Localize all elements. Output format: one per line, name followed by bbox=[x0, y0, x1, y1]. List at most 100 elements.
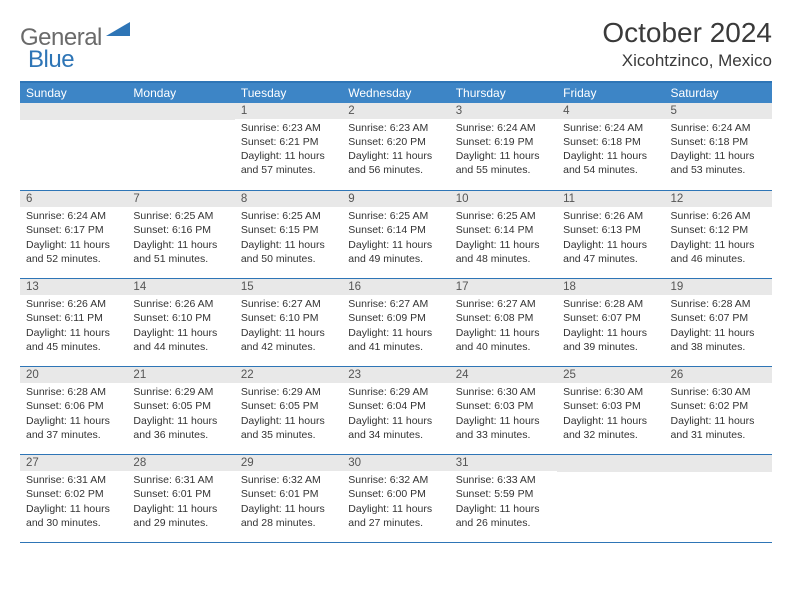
sunset-line: Sunset: 6:20 PM bbox=[348, 135, 443, 149]
sunset-line: Sunset: 6:16 PM bbox=[133, 223, 228, 237]
calendar-cell: 24Sunrise: 6:30 AMSunset: 6:03 PMDayligh… bbox=[450, 367, 557, 455]
daylight-line: Daylight: 11 hours and 33 minutes. bbox=[456, 414, 551, 442]
sunrise-line: Sunrise: 6:33 AM bbox=[456, 473, 551, 487]
day-content: Sunrise: 6:26 AMSunset: 6:10 PMDaylight:… bbox=[127, 295, 234, 358]
calendar-cell: 4Sunrise: 6:24 AMSunset: 6:18 PMDaylight… bbox=[557, 103, 664, 191]
header: General October 2024 Xicohtzinco, Mexico bbox=[20, 18, 772, 71]
sunrise-line: Sunrise: 6:24 AM bbox=[671, 121, 766, 135]
day-number: 10 bbox=[450, 191, 557, 207]
daylight-line: Daylight: 11 hours and 54 minutes. bbox=[563, 149, 658, 177]
location: Xicohtzinco, Mexico bbox=[602, 51, 772, 71]
sunrise-line: Sunrise: 6:27 AM bbox=[456, 297, 551, 311]
day-content: Sunrise: 6:32 AMSunset: 6:01 PMDaylight:… bbox=[235, 471, 342, 534]
calendar-cell: 26Sunrise: 6:30 AMSunset: 6:02 PMDayligh… bbox=[665, 367, 772, 455]
day-content: Sunrise: 6:30 AMSunset: 6:03 PMDaylight:… bbox=[557, 383, 664, 446]
daylight-line: Daylight: 11 hours and 36 minutes. bbox=[133, 414, 228, 442]
daylight-line: Daylight: 11 hours and 49 minutes. bbox=[348, 238, 443, 266]
weekday-header: Sunday bbox=[20, 82, 127, 103]
calendar-row: 20Sunrise: 6:28 AMSunset: 6:06 PMDayligh… bbox=[20, 367, 772, 455]
weekday-header: Thursday bbox=[450, 82, 557, 103]
month-title: October 2024 bbox=[602, 18, 772, 49]
logo-text-blue: Blue bbox=[28, 46, 74, 73]
calendar-cell: 25Sunrise: 6:30 AMSunset: 6:03 PMDayligh… bbox=[557, 367, 664, 455]
weekday-header: Saturday bbox=[665, 82, 772, 103]
day-content: Sunrise: 6:33 AMSunset: 5:59 PMDaylight:… bbox=[450, 471, 557, 534]
day-content: Sunrise: 6:27 AMSunset: 6:09 PMDaylight:… bbox=[342, 295, 449, 358]
sunset-line: Sunset: 6:09 PM bbox=[348, 311, 443, 325]
day-content: Sunrise: 6:24 AMSunset: 6:19 PMDaylight:… bbox=[450, 119, 557, 182]
calendar-cell: 5Sunrise: 6:24 AMSunset: 6:18 PMDaylight… bbox=[665, 103, 772, 191]
day-number: 11 bbox=[557, 191, 664, 207]
calendar-cell: 30Sunrise: 6:32 AMSunset: 6:00 PMDayligh… bbox=[342, 455, 449, 543]
logo-triangle-icon bbox=[106, 20, 132, 43]
day-number: 18 bbox=[557, 279, 664, 295]
calendar-cell: 23Sunrise: 6:29 AMSunset: 6:04 PMDayligh… bbox=[342, 367, 449, 455]
day-content: Sunrise: 6:29 AMSunset: 6:05 PMDaylight:… bbox=[127, 383, 234, 446]
day-content: Sunrise: 6:28 AMSunset: 6:07 PMDaylight:… bbox=[557, 295, 664, 358]
sunset-line: Sunset: 6:19 PM bbox=[456, 135, 551, 149]
calendar-cell: 11Sunrise: 6:26 AMSunset: 6:13 PMDayligh… bbox=[557, 191, 664, 279]
calendar-cell: 15Sunrise: 6:27 AMSunset: 6:10 PMDayligh… bbox=[235, 279, 342, 367]
sunrise-line: Sunrise: 6:26 AM bbox=[133, 297, 228, 311]
day-number: 2 bbox=[342, 103, 449, 119]
sunset-line: Sunset: 6:12 PM bbox=[671, 223, 766, 237]
sunrise-line: Sunrise: 6:30 AM bbox=[671, 385, 766, 399]
calendar-grid: SundayMondayTuesdayWednesdayThursdayFrid… bbox=[20, 81, 772, 544]
sunrise-line: Sunrise: 6:24 AM bbox=[563, 121, 658, 135]
day-content: Sunrise: 6:28 AMSunset: 6:06 PMDaylight:… bbox=[20, 383, 127, 446]
sunrise-line: Sunrise: 6:27 AM bbox=[348, 297, 443, 311]
sunrise-line: Sunrise: 6:31 AM bbox=[26, 473, 121, 487]
sunset-line: Sunset: 6:17 PM bbox=[26, 223, 121, 237]
sunrise-line: Sunrise: 6:23 AM bbox=[348, 121, 443, 135]
sunset-line: Sunset: 6:07 PM bbox=[563, 311, 658, 325]
day-number: 1 bbox=[235, 103, 342, 119]
sunrise-line: Sunrise: 6:28 AM bbox=[26, 385, 121, 399]
day-number bbox=[127, 103, 234, 120]
calendar-body: 1Sunrise: 6:23 AMSunset: 6:21 PMDaylight… bbox=[20, 103, 772, 543]
day-number bbox=[665, 455, 772, 472]
sunrise-line: Sunrise: 6:25 AM bbox=[133, 209, 228, 223]
calendar-cell: 21Sunrise: 6:29 AMSunset: 6:05 PMDayligh… bbox=[127, 367, 234, 455]
calendar-cell: 1Sunrise: 6:23 AMSunset: 6:21 PMDaylight… bbox=[235, 103, 342, 191]
daylight-line: Daylight: 11 hours and 26 minutes. bbox=[456, 502, 551, 530]
sunset-line: Sunset: 6:00 PM bbox=[348, 487, 443, 501]
day-number: 9 bbox=[342, 191, 449, 207]
calendar-cell: 17Sunrise: 6:27 AMSunset: 6:08 PMDayligh… bbox=[450, 279, 557, 367]
sunset-line: Sunset: 6:03 PM bbox=[563, 399, 658, 413]
daylight-line: Daylight: 11 hours and 44 minutes. bbox=[133, 326, 228, 354]
sunset-line: Sunset: 6:06 PM bbox=[26, 399, 121, 413]
day-number: 21 bbox=[127, 367, 234, 383]
calendar-cell bbox=[557, 455, 664, 543]
day-number: 3 bbox=[450, 103, 557, 119]
day-number: 26 bbox=[665, 367, 772, 383]
day-content: Sunrise: 6:30 AMSunset: 6:03 PMDaylight:… bbox=[450, 383, 557, 446]
daylight-line: Daylight: 11 hours and 35 minutes. bbox=[241, 414, 336, 442]
day-content: Sunrise: 6:23 AMSunset: 6:21 PMDaylight:… bbox=[235, 119, 342, 182]
day-number: 30 bbox=[342, 455, 449, 471]
daylight-line: Daylight: 11 hours and 38 minutes. bbox=[671, 326, 766, 354]
sunset-line: Sunset: 6:02 PM bbox=[671, 399, 766, 413]
day-number bbox=[20, 103, 127, 120]
sunset-line: Sunset: 6:05 PM bbox=[133, 399, 228, 413]
day-number bbox=[557, 455, 664, 472]
day-content: Sunrise: 6:29 AMSunset: 6:04 PMDaylight:… bbox=[342, 383, 449, 446]
day-number: 15 bbox=[235, 279, 342, 295]
day-number: 23 bbox=[342, 367, 449, 383]
sunrise-line: Sunrise: 6:25 AM bbox=[241, 209, 336, 223]
sunset-line: Sunset: 6:10 PM bbox=[241, 311, 336, 325]
day-content: Sunrise: 6:24 AMSunset: 6:18 PMDaylight:… bbox=[557, 119, 664, 182]
sunset-line: Sunset: 6:18 PM bbox=[671, 135, 766, 149]
day-content: Sunrise: 6:29 AMSunset: 6:05 PMDaylight:… bbox=[235, 383, 342, 446]
day-number: 16 bbox=[342, 279, 449, 295]
daylight-line: Daylight: 11 hours and 51 minutes. bbox=[133, 238, 228, 266]
calendar-cell: 28Sunrise: 6:31 AMSunset: 6:01 PMDayligh… bbox=[127, 455, 234, 543]
sunset-line: Sunset: 6:07 PM bbox=[671, 311, 766, 325]
day-number: 8 bbox=[235, 191, 342, 207]
sunset-line: Sunset: 6:15 PM bbox=[241, 223, 336, 237]
sunset-line: Sunset: 6:11 PM bbox=[26, 311, 121, 325]
sunset-line: Sunset: 6:18 PM bbox=[563, 135, 658, 149]
weekday-header: Wednesday bbox=[342, 82, 449, 103]
calendar-cell bbox=[20, 103, 127, 191]
calendar-cell: 8Sunrise: 6:25 AMSunset: 6:15 PMDaylight… bbox=[235, 191, 342, 279]
daylight-line: Daylight: 11 hours and 39 minutes. bbox=[563, 326, 658, 354]
